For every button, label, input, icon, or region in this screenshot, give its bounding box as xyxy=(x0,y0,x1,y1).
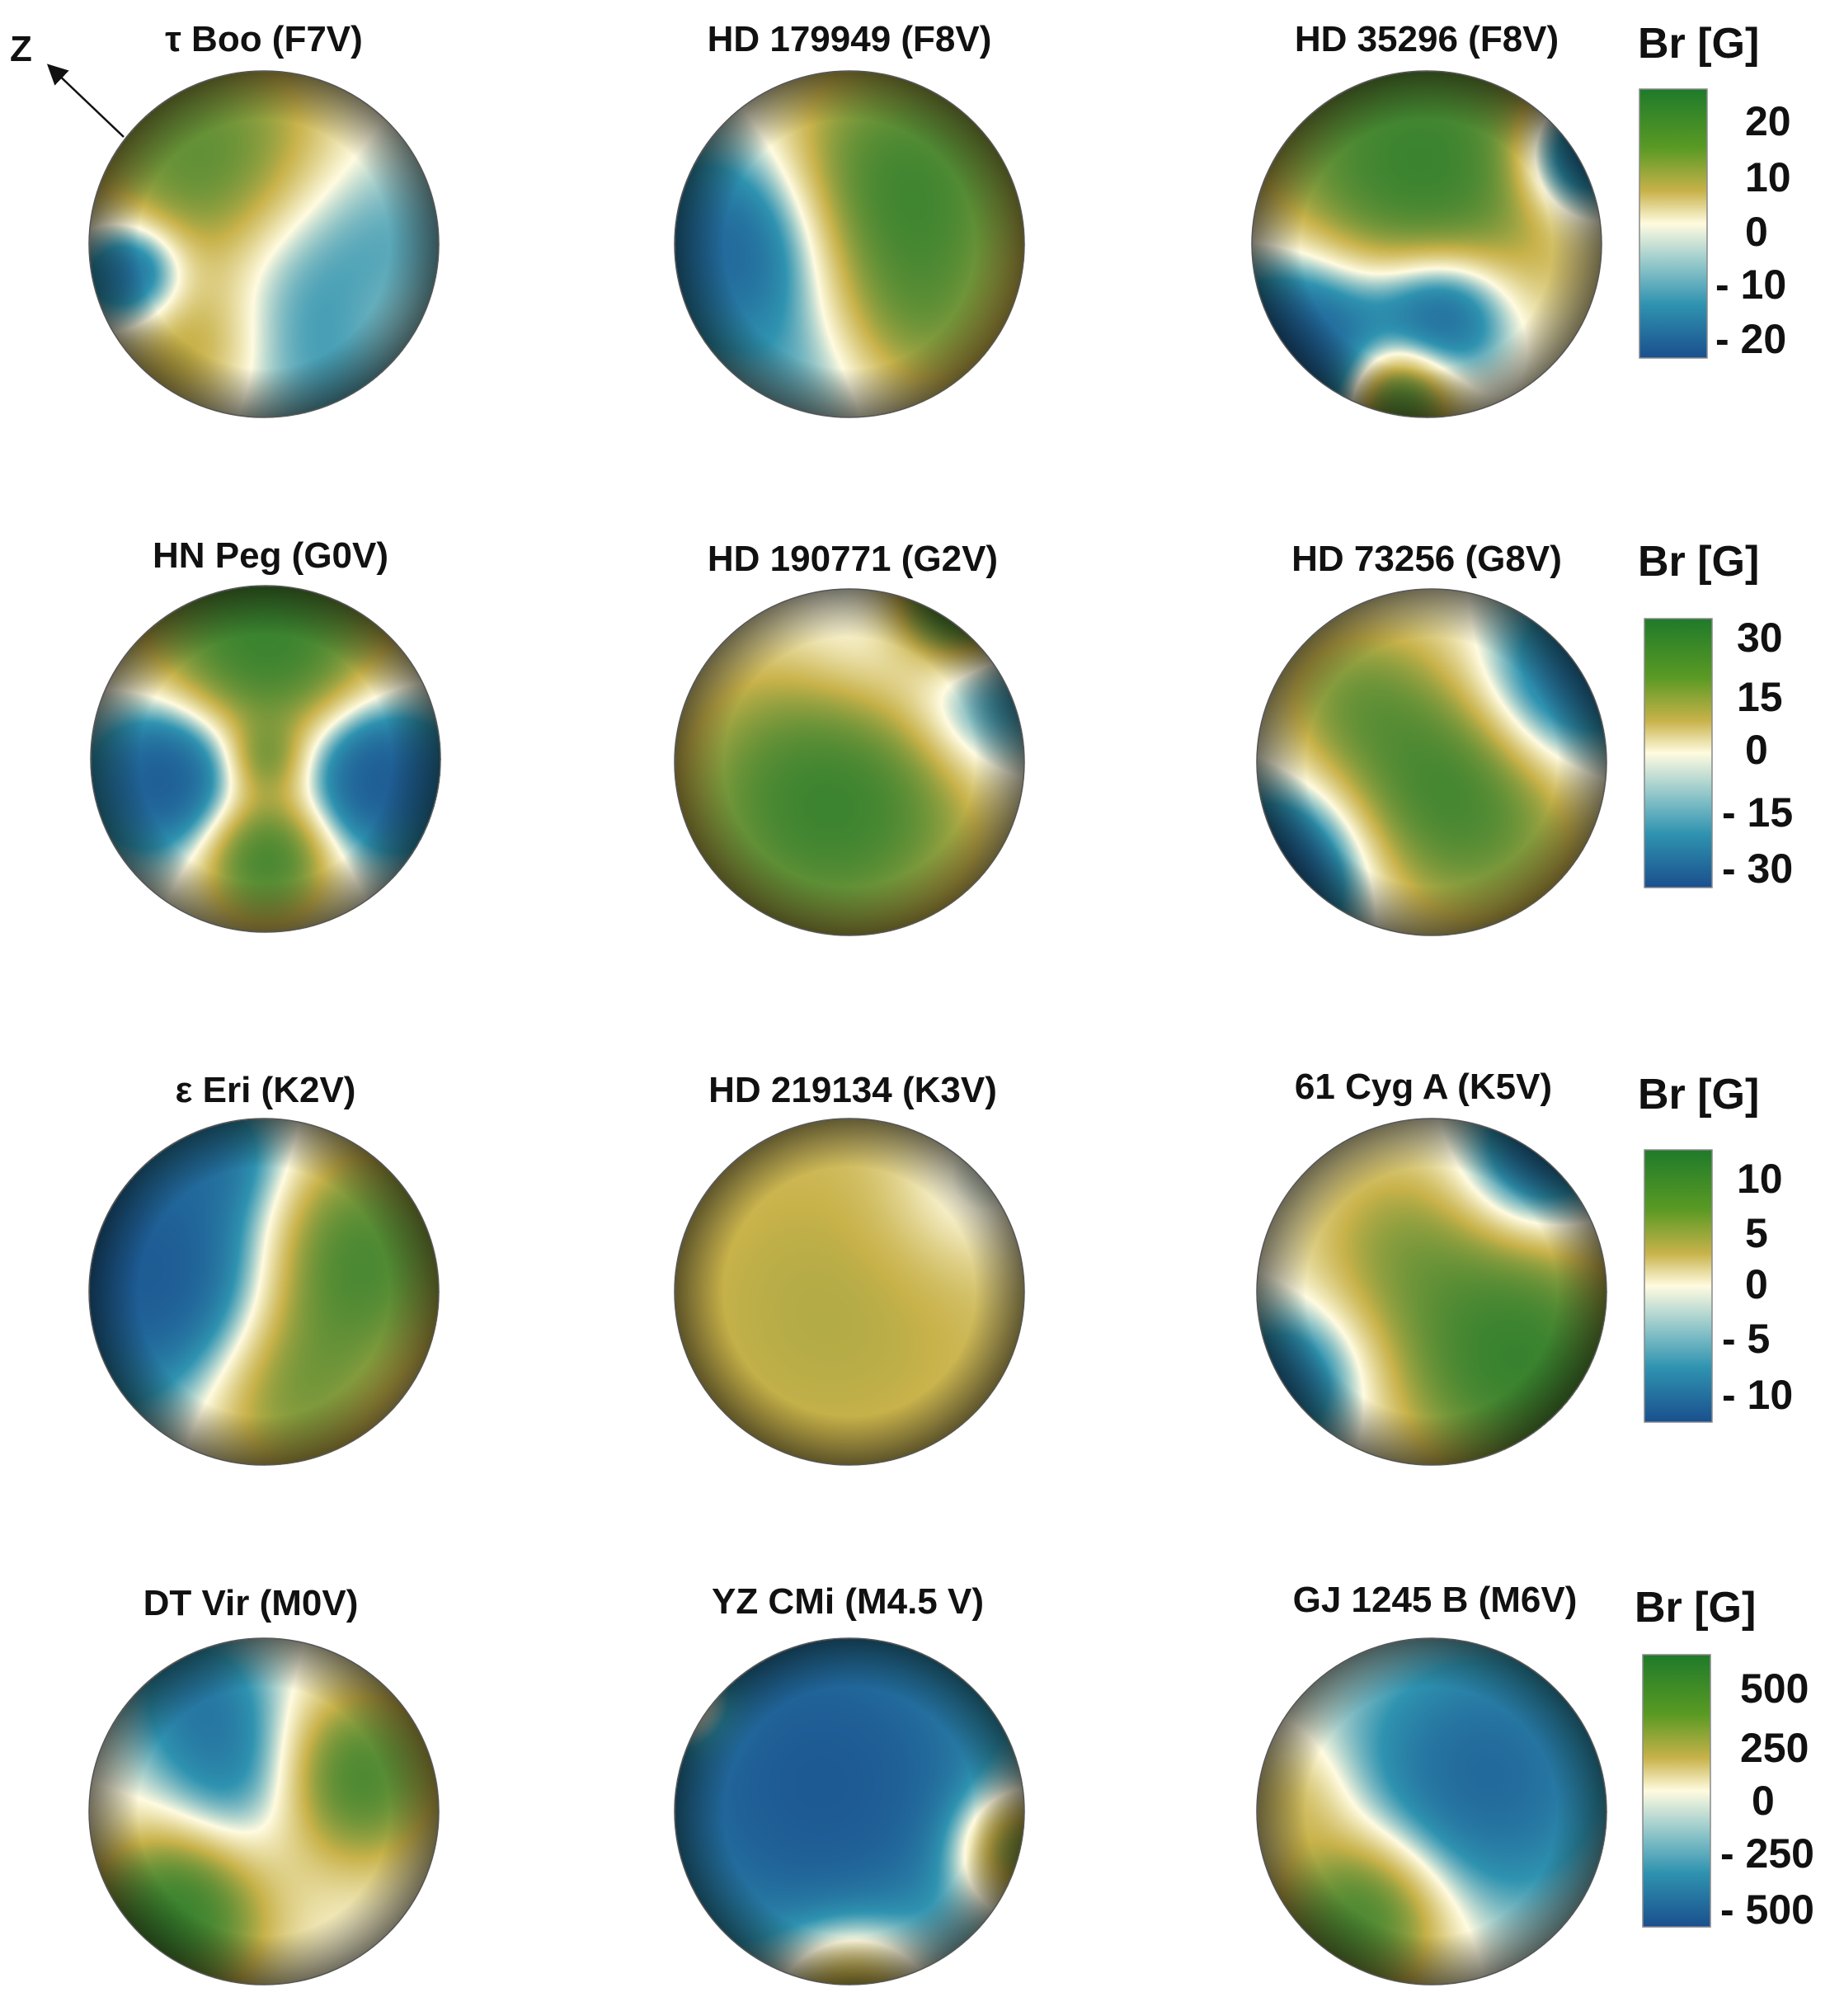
star-title: HD 73256 (G8V) xyxy=(1291,539,1562,579)
colorbar-title: Br [G] xyxy=(1638,538,1759,586)
colorbar-tick: - 250 xyxy=(1720,1830,1814,1877)
colorbar-tick: - 500 xyxy=(1720,1886,1814,1933)
sphere-shading xyxy=(88,1637,440,1985)
star-panel: HN Peg (G0V) xyxy=(89,535,442,934)
sphere-shading xyxy=(1256,1637,1607,1985)
colorbar: Br [G] 30 15 0 - 15 - 30 xyxy=(1638,538,1793,892)
star-panel: YZ CMi (M4.5 V) xyxy=(673,1581,1026,1986)
colorbar-tick: 30 xyxy=(1737,615,1783,661)
star-title: HD 219134 (K3V) xyxy=(708,1070,997,1110)
star-panel: HD 219134 (K3V) xyxy=(673,1070,1026,1467)
colorbar-gradient xyxy=(1639,88,1708,359)
star-panel: HD 190771 (G2V) xyxy=(673,539,1026,937)
star-panel: τ Boo (F7V) xyxy=(87,19,440,419)
colorbar-tick: 0 xyxy=(1752,1778,1775,1824)
sphere-shading xyxy=(88,1118,440,1466)
z-axis-label: Z xyxy=(10,29,32,69)
colorbar-tick: - 30 xyxy=(1722,845,1793,892)
star-title: DT Vir (M0V) xyxy=(143,1583,359,1623)
star-title: ε Eri (K2V) xyxy=(176,1070,356,1110)
colorbar-tick: 500 xyxy=(1740,1665,1809,1712)
star-title: HN Peg (G0V) xyxy=(153,535,388,576)
colorbar-tick: 10 xyxy=(1745,154,1791,200)
colorbar: Br [G] 500 250 0 - 250 - 500 xyxy=(1635,1584,1814,1933)
colorbar-tick: - 20 xyxy=(1715,316,1786,362)
star-panel: 61 Cyg A (K5V) xyxy=(1255,1067,1608,1467)
star-title: HD 190771 (G2V) xyxy=(708,539,998,579)
colorbar-tick: - 5 xyxy=(1722,1316,1770,1362)
colorbar-tick: 0 xyxy=(1745,727,1768,773)
z-axis-arrow xyxy=(46,64,125,138)
star-panel: GJ 1245 B (M6V) xyxy=(1255,1580,1608,1986)
sphere-shading xyxy=(88,70,440,418)
star-title: HD 179949 (F8V) xyxy=(708,19,992,59)
colorbar-tick: 250 xyxy=(1740,1725,1809,1771)
colorbar-gradient xyxy=(1644,1149,1713,1423)
star-panel: HD 35296 (F8V) xyxy=(1250,19,1603,419)
colorbar-tick: - 10 xyxy=(1722,1372,1793,1418)
colorbar-tick: - 10 xyxy=(1715,261,1786,308)
star-title: GJ 1245 B (M6V) xyxy=(1293,1580,1578,1620)
sphere-shading xyxy=(674,588,1025,936)
colorbar-title: Br [G] xyxy=(1638,20,1759,68)
sphere-shading xyxy=(674,1118,1025,1466)
star-panel: HD 73256 (G8V) xyxy=(1255,539,1608,937)
star-title: 61 Cyg A (K5V) xyxy=(1295,1067,1552,1107)
star-panel: DT Vir (M0V) xyxy=(87,1583,440,1986)
sphere-shading xyxy=(674,1637,1025,1985)
sphere-shading xyxy=(90,585,441,933)
star-title: YZ CMi (M4.5 V) xyxy=(712,1581,984,1622)
colorbar-tick: 5 xyxy=(1745,1210,1768,1256)
colorbar-tick: 15 xyxy=(1737,674,1783,720)
colorbar-title: Br [G] xyxy=(1635,1584,1756,1632)
colorbar-title: Br [G] xyxy=(1638,1071,1759,1119)
colorbar-tick: 20 xyxy=(1745,98,1791,144)
sphere-shading xyxy=(1256,1118,1607,1466)
colorbar: Br [G] 10 5 0 - 5 - 10 xyxy=(1638,1071,1793,1423)
colorbar-tick: 10 xyxy=(1737,1156,1783,1202)
colorbar-tick: 0 xyxy=(1745,209,1768,255)
sphere-shading xyxy=(1251,70,1602,418)
sphere-shading xyxy=(1256,588,1607,936)
star-panel: ε Eri (K2V) xyxy=(87,1070,440,1467)
colorbar-tick: - 15 xyxy=(1722,789,1793,836)
star-title: HD 35296 (F8V) xyxy=(1295,19,1559,59)
colorbar-gradient xyxy=(1644,618,1713,888)
colorbar-tick: 0 xyxy=(1745,1261,1768,1307)
star-panel: HD 179949 (F8V) xyxy=(673,19,1026,419)
colorbar: Br [G] 20 10 0 - 10 - 20 xyxy=(1638,20,1791,362)
colorbar-gradient xyxy=(1642,1654,1711,1928)
z-axis-indicator: Z xyxy=(10,29,125,138)
star-title: τ Boo (F7V) xyxy=(165,19,363,59)
sphere-shading xyxy=(674,70,1025,418)
